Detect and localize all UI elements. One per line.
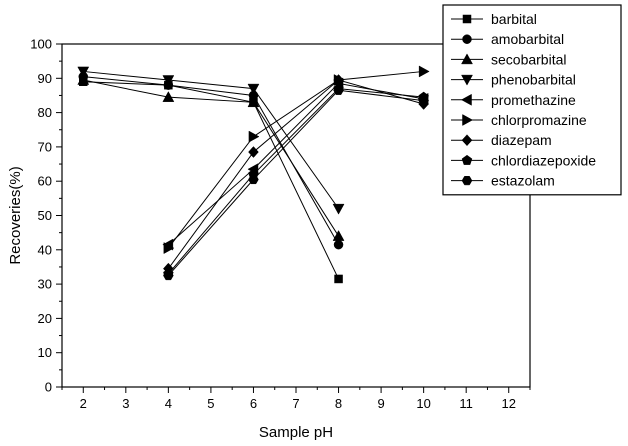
series-secobarbital (77, 73, 345, 241)
series-promethazine (162, 77, 429, 251)
data-point (163, 242, 175, 255)
x-tick-label: 3 (122, 396, 129, 411)
y-tick-label: 0 (45, 380, 52, 395)
legend-label: chlorpromazine (491, 112, 587, 128)
x-tick-label: 5 (207, 396, 214, 411)
legend-marker (461, 74, 473, 86)
data-point (247, 83, 260, 95)
y-tick-label: 40 (38, 242, 52, 257)
legend-marker (461, 134, 473, 147)
x-tick-label: 4 (165, 396, 172, 411)
data-point (162, 75, 175, 87)
legend-label: promethazine (491, 92, 576, 108)
data-point (333, 85, 344, 95)
y-tick-label: 60 (38, 174, 52, 189)
legend-item: phenobarbital (451, 72, 576, 88)
data-point (248, 130, 260, 143)
data-point (77, 73, 90, 85)
series-phenobarbital (77, 66, 345, 215)
legend-item: diazepam (451, 132, 552, 148)
x-tick-label: 9 (377, 396, 384, 411)
legend-label: estazolam (491, 173, 555, 189)
data-point (162, 91, 175, 102)
axes: 2 3 4 5 6 7 8 9 10 11 12 0 10 20 30 40 50 60 70 80 90 100 (30, 37, 531, 411)
series-layer (77, 65, 430, 284)
data-point (418, 96, 429, 106)
legend: barbital amobarbital secobarbital phenobarb… (442, 4, 622, 196)
y-tick-label: 90 (38, 71, 52, 86)
data-point (163, 270, 174, 281)
legend-marker (460, 93, 472, 106)
y-tick-label: 70 (38, 139, 52, 154)
legend-item: promethazine (451, 92, 576, 108)
legend-item: estazolam (451, 173, 555, 189)
legend-marker (462, 14, 472, 24)
data-point (332, 230, 345, 241)
series-line (167, 88, 424, 275)
legend-marker (461, 176, 473, 186)
series-line (167, 79, 424, 269)
series-line (167, 70, 424, 249)
legend-marker (462, 114, 474, 126)
legend-label: secobarbital (491, 51, 567, 67)
legend-label: chlordiazepoxide (491, 152, 596, 168)
data-point (332, 203, 345, 215)
legend-marker (461, 53, 473, 65)
data-point (334, 274, 343, 284)
series-line (83, 76, 339, 245)
series-amobarbital (78, 71, 344, 250)
y-tick-label: 80 (38, 105, 52, 120)
y-tick-label: 20 (38, 311, 52, 326)
series-chlordiazepoxide (163, 83, 429, 279)
x-tick-label: 8 (335, 396, 342, 411)
x-tick-label: 10 (416, 396, 430, 411)
series-estazolam (163, 85, 429, 281)
legend-label: diazepam (491, 132, 552, 148)
data-point (418, 65, 430, 78)
data-point (248, 174, 259, 185)
y-tick-label: 100 (30, 37, 52, 52)
legend-label: phenobarbital (491, 72, 576, 88)
series-line (83, 79, 339, 237)
x-axis-title: Sample pH (259, 424, 333, 441)
series-line (83, 70, 339, 209)
y-tick-label: 30 (38, 277, 52, 292)
series-line (168, 82, 424, 246)
series-line (167, 89, 424, 276)
y-axis-title: Recoveries(%) (7, 166, 24, 264)
y-tick-label: 50 (38, 208, 52, 223)
data-point (247, 96, 260, 108)
legend-label: barbital (491, 11, 537, 27)
data-point (333, 239, 344, 250)
data-point (248, 146, 259, 158)
x-tick-label: 11 (459, 396, 473, 411)
x-tick-label: 2 (80, 396, 87, 411)
legend-marker (462, 34, 472, 44)
legend-label: amobarbital (491, 31, 564, 47)
y-tick-label: 10 (38, 345, 52, 360)
data-point (77, 66, 90, 78)
x-tick-label: 12 (501, 396, 515, 411)
series-diazepam (163, 74, 429, 275)
legend-item: amobarbital (451, 31, 564, 47)
x-tick-label: 6 (250, 396, 257, 411)
x-tick-label: 7 (292, 396, 299, 411)
legend-item: barbital (451, 11, 537, 27)
legend-marker (461, 154, 473, 165)
legend-item: secobarbital (451, 51, 567, 67)
legend-item: chlordiazepoxide (451, 152, 596, 168)
legend-item: chlorpromazine (451, 112, 587, 128)
series-line (83, 81, 340, 280)
